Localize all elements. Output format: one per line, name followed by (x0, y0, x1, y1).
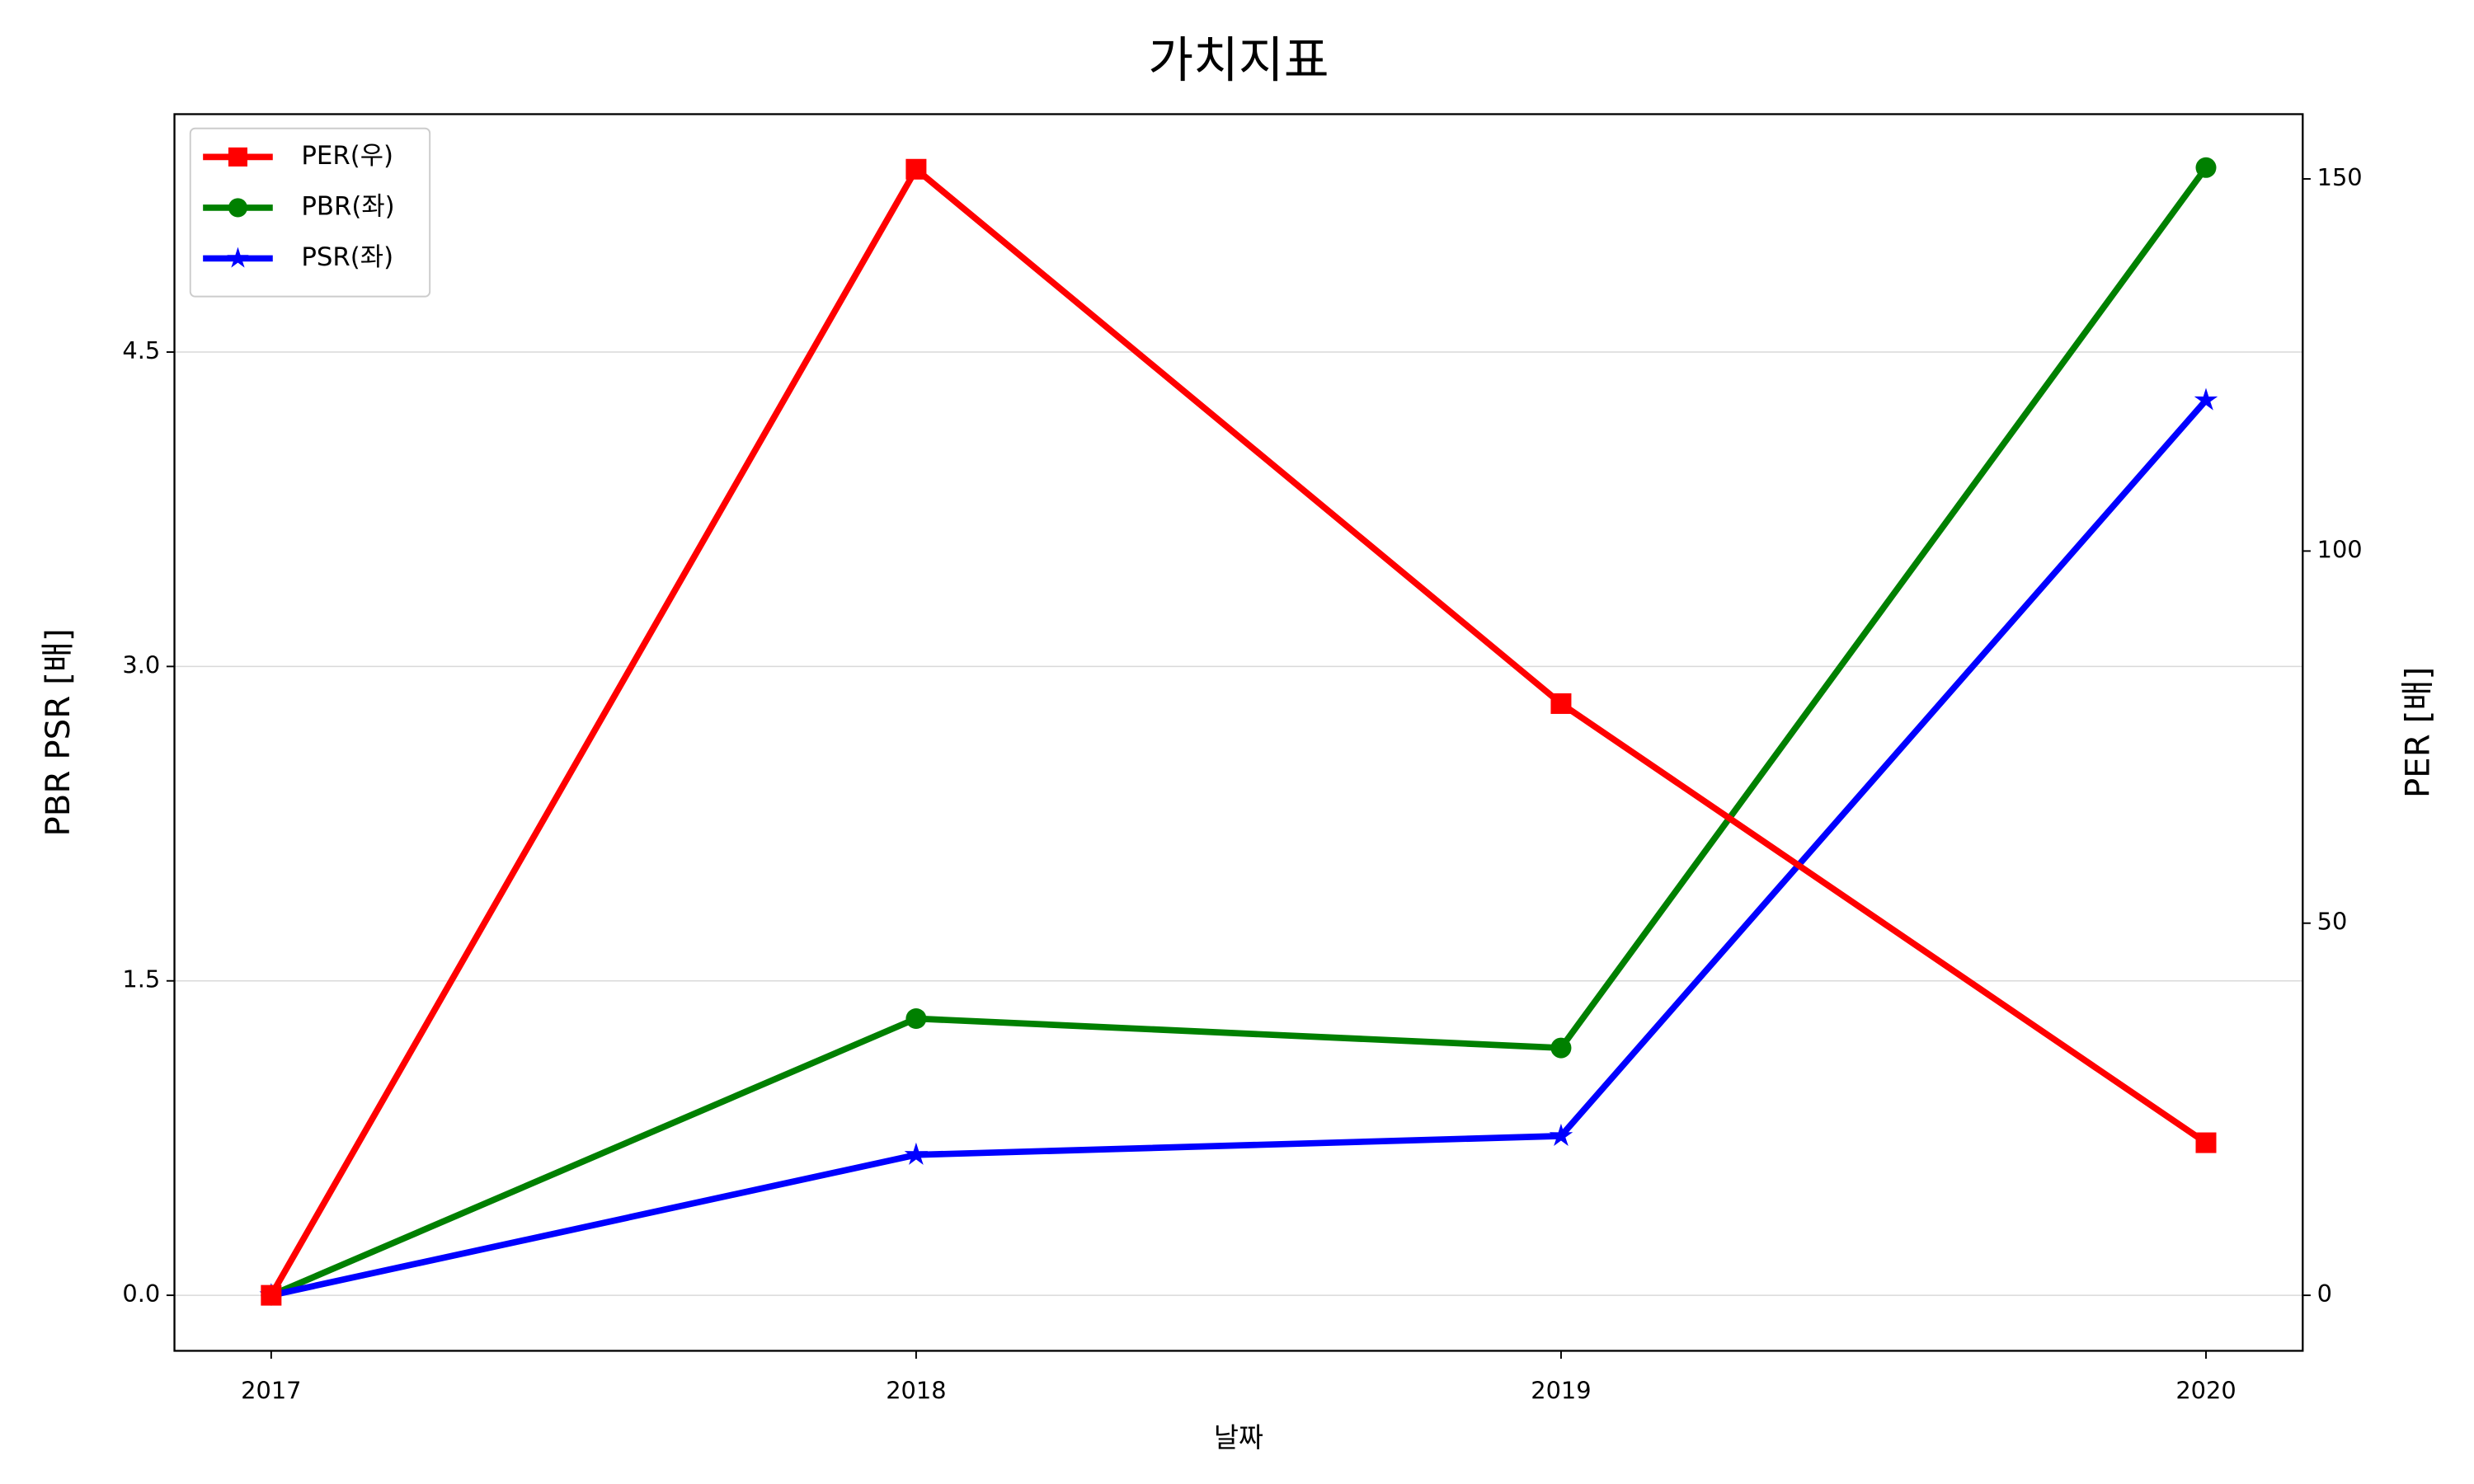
marker (1549, 1123, 1573, 1146)
legend-marker (228, 198, 247, 218)
legend-marker (228, 147, 247, 167)
marker (1550, 693, 1572, 714)
x-tick-label: 2019 (1531, 1376, 1591, 1404)
marker (905, 158, 927, 180)
legend-marker (227, 247, 249, 268)
series-line (270, 397, 2208, 1298)
marker (905, 1007, 927, 1029)
y-tick-label: 0.0 (122, 1280, 160, 1308)
y2-tick-label: 50 (2317, 908, 2348, 936)
legend-label: PBR(좌) (301, 191, 394, 221)
x-tick-label: 2020 (2175, 1376, 2236, 1404)
legend-label: PSR(좌) (301, 242, 393, 272)
y-axis-label: PBR PSR [배] (39, 628, 78, 836)
x-axis-label: 날짜 (1214, 1422, 1263, 1453)
series-line (268, 166, 2208, 1298)
y2-axis-label: PER [배] (2399, 667, 2438, 798)
marker (904, 1142, 929, 1165)
y-tick-label: 1.5 (122, 965, 160, 993)
marker (261, 1284, 282, 1306)
y2-tick-label: 150 (2317, 163, 2363, 191)
plot-frame (173, 113, 2304, 1352)
y-tick-label: 4.5 (122, 336, 160, 364)
legend-box (189, 127, 431, 298)
marker (2195, 157, 2217, 178)
chart-title: 가치지표 (1148, 33, 1329, 90)
x-tick-label: 2018 (886, 1376, 946, 1404)
y-tick-label: 3.0 (122, 650, 160, 679)
x-tick-label: 2017 (241, 1376, 301, 1404)
series-line (270, 166, 2209, 1298)
y2-tick-label: 100 (2317, 535, 2363, 563)
y2-tick-label: 0 (2317, 1280, 2332, 1308)
marker (2194, 387, 2218, 411)
legend-label: PER(우) (301, 141, 393, 171)
marker (2195, 1132, 2217, 1153)
marker (1550, 1037, 1572, 1059)
